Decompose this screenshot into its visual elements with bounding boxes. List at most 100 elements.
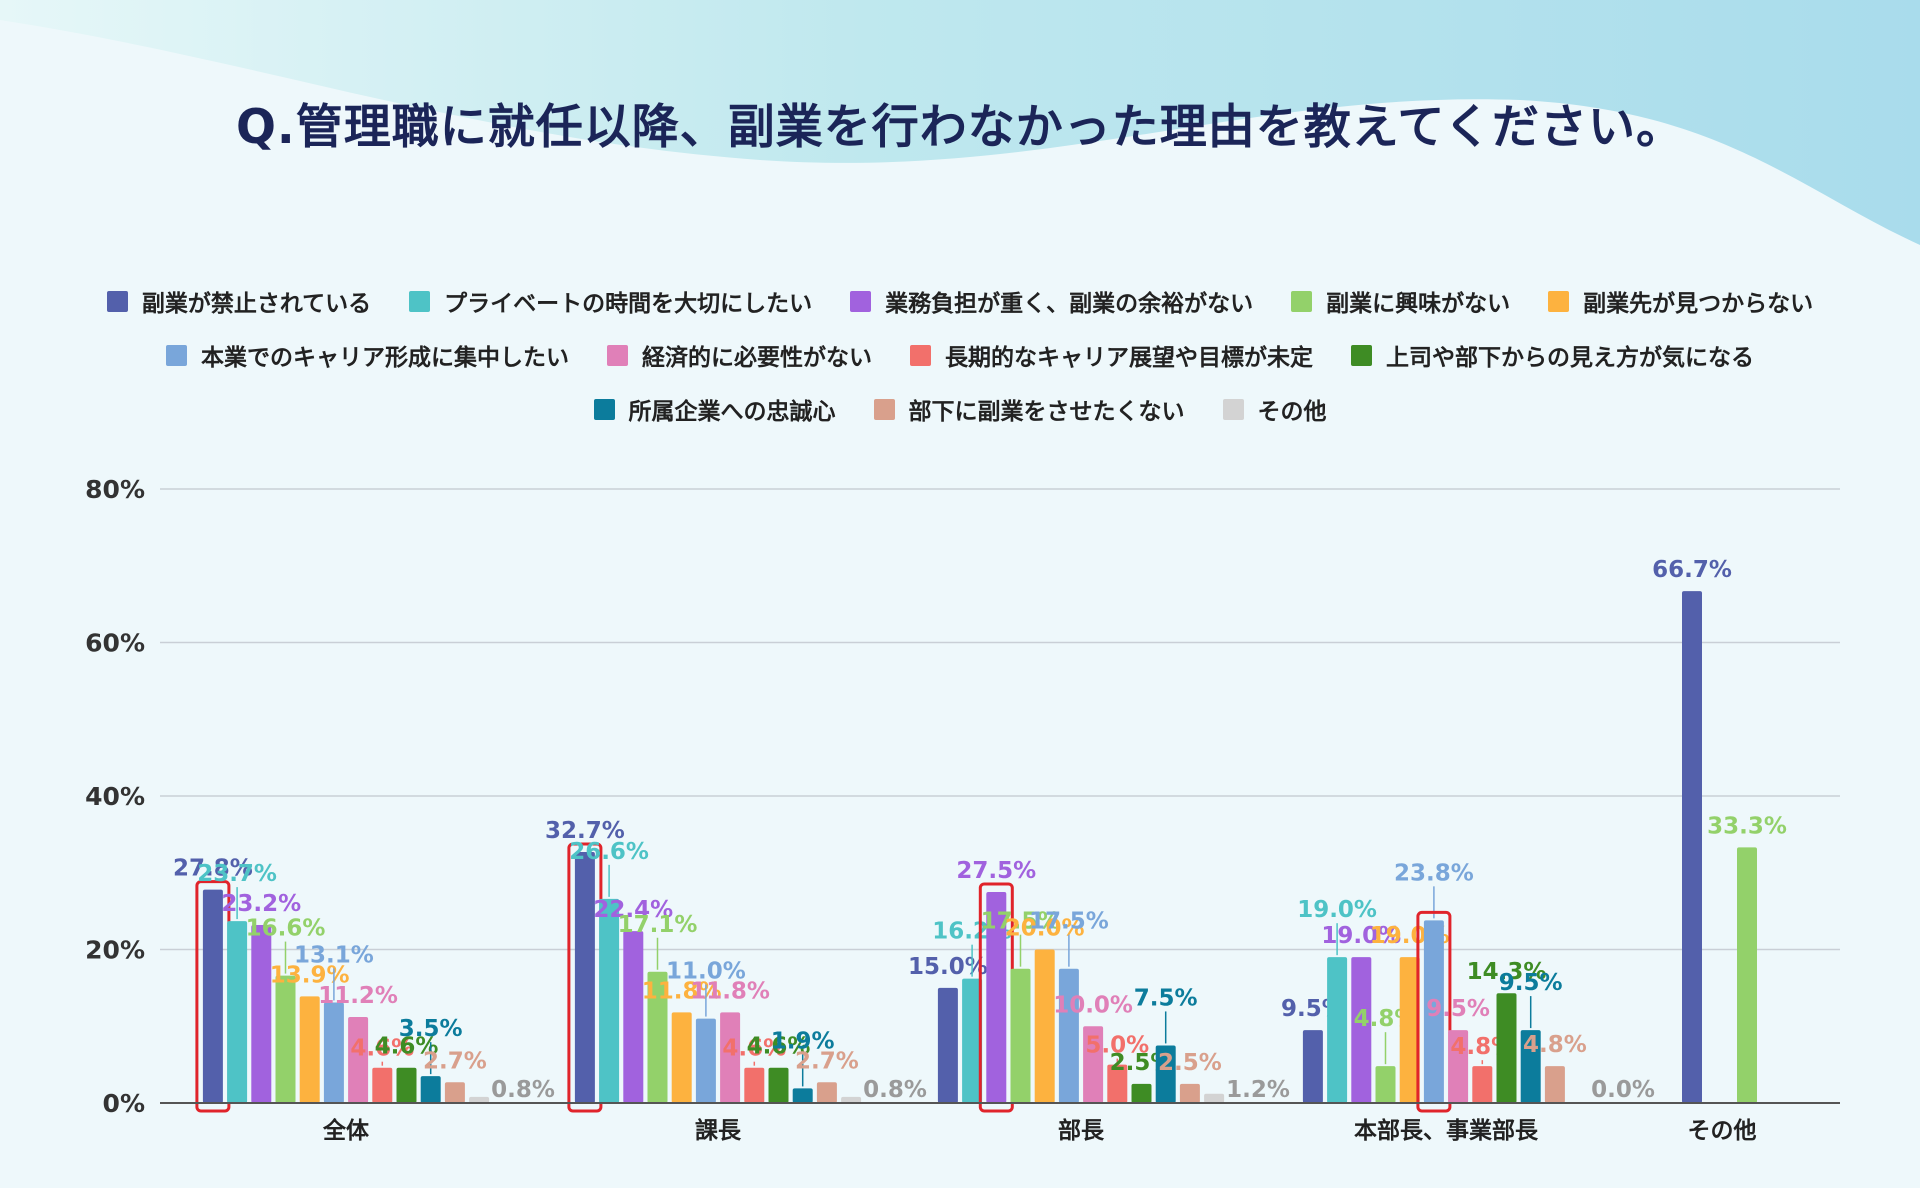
bar [275, 975, 296, 1103]
bar [1544, 1066, 1565, 1103]
legend-swatch [1548, 290, 1570, 312]
legend-label: その他 [1257, 399, 1327, 425]
data-label: 27.8% [173, 856, 253, 882]
bar [202, 889, 223, 1103]
y-tick-label: 60% [85, 629, 145, 658]
legend-label: 副業に興味がない [1326, 291, 1511, 317]
data-label: 14.3% [1467, 959, 1547, 985]
legend-item: 副業が禁止されている [106, 284, 372, 318]
legend-row: 副業が禁止されている プライベートの時間を大切にしたい 業務負担が重く、副業の余裕が… [80, 284, 1840, 318]
bar [251, 924, 272, 1103]
bar [1083, 1026, 1104, 1103]
data-label: 2.7% [423, 1048, 487, 1074]
bar [1034, 949, 1055, 1103]
data-label: 3.5% [399, 1016, 463, 1042]
legend-item: 経済的に必要性がない [607, 338, 872, 372]
legend-swatch [166, 344, 187, 366]
data-label: 1.9% [771, 1028, 835, 1054]
data-label: 10.0% [1053, 992, 1133, 1018]
header-wave [0, 0, 1920, 245]
legend-label: 副業先が見つからない [1583, 291, 1814, 317]
data-label: 23.8% [1394, 860, 1474, 886]
legend-swatch [873, 398, 895, 420]
legend-swatch [1351, 344, 1372, 366]
bar [1204, 1093, 1225, 1103]
legend-swatch [1222, 398, 1244, 420]
bar [1496, 993, 1517, 1103]
bar [1179, 1083, 1200, 1103]
legend-item: 副業に興味がない [1291, 284, 1510, 318]
legend-swatch [1291, 290, 1313, 312]
bar [420, 1076, 441, 1103]
bar [1472, 1066, 1493, 1103]
data-label: 22.4% [593, 897, 673, 923]
legend-label: 所属企業への忠誠心 [628, 399, 836, 425]
bar [372, 1067, 393, 1103]
bar [469, 1096, 490, 1103]
legend-swatch [607, 344, 628, 366]
legend-label: プライベートの時間を大切にしたい [444, 291, 813, 317]
legend-label: 副業が禁止されている [141, 291, 372, 317]
data-label: 13.9% [270, 962, 350, 988]
bar [1131, 1083, 1152, 1103]
bar [937, 987, 958, 1103]
bar [323, 1002, 344, 1103]
data-label: 26.6% [569, 839, 649, 865]
data-label: 23.7% [197, 861, 277, 887]
data-label: 27.5% [956, 858, 1036, 884]
data-label: 66.7% [1652, 557, 1732, 583]
legend-swatch [409, 290, 431, 312]
legend-item: その他 [1222, 392, 1327, 426]
legend: 副業が禁止されている プライベートの時間を大切にしたい 業務負担が重く、副業の余裕が… [80, 284, 1840, 446]
x-category-label: その他 [1688, 1118, 1757, 1144]
bar [396, 1067, 417, 1103]
bar [986, 891, 1007, 1103]
bar [695, 1018, 716, 1103]
data-label: 11.2% [318, 983, 398, 1009]
data-label: 4.6% [722, 1036, 786, 1062]
bar [1682, 591, 1702, 1103]
legend-item: 長期的なキャリア展望や目標が未定 [910, 338, 1313, 372]
data-label: 16.6% [246, 916, 326, 942]
bar [1375, 1066, 1396, 1103]
bar [1737, 847, 1757, 1103]
data-label: 17.5% [981, 909, 1061, 935]
legend-label: 長期的なキャリア展望や目標が未定 [945, 345, 1313, 371]
legend-label: 本業でのキャリア形成に集中したい [201, 345, 569, 371]
bar [1520, 1030, 1541, 1103]
legend-item: 副業先が見つからない [1548, 284, 1813, 318]
data-label: 7.5% [1134, 985, 1198, 1011]
legend-item: 部下に副業をさせたくない [873, 392, 1185, 426]
bar [768, 1067, 789, 1103]
bar [1423, 920, 1444, 1103]
x-category-label: 課長 [695, 1117, 742, 1144]
y-tick-label: 0% [103, 1089, 145, 1118]
chart-title: Q.管理職に就任以降、副業を行わなかった理由を教えてください。 [235, 100, 1685, 155]
bar [671, 1012, 692, 1103]
data-label: 15.0% [908, 954, 988, 980]
bar [744, 1067, 765, 1103]
legend-label: 業務負担が重く、副業の余裕がない [885, 291, 1254, 317]
data-label: 4.6% [747, 1034, 811, 1060]
data-label: 9.5% [1426, 996, 1490, 1022]
y-tick-label: 40% [85, 782, 145, 811]
bar [1302, 1030, 1323, 1103]
bar [1107, 1064, 1128, 1103]
data-label: 11.8% [642, 978, 722, 1004]
data-label: 20.0% [1005, 916, 1085, 942]
bar [720, 1012, 741, 1103]
legend-item: 上司や部下からの見え方が気になる [1351, 338, 1754, 372]
bar [1058, 968, 1079, 1103]
data-label: 4.6% [375, 1034, 439, 1060]
bar [623, 931, 644, 1103]
bar [841, 1096, 862, 1103]
legend-label: 上司や部下からの見え方が気になる [1386, 345, 1754, 371]
data-label: 0.8% [491, 1077, 555, 1103]
data-label: 11.0% [666, 959, 746, 985]
legend-swatch [850, 290, 872, 312]
bar [792, 1088, 813, 1103]
legend-item: 業務負担が重く、副業の余裕がない [850, 284, 1253, 318]
bar [444, 1082, 465, 1103]
legend-swatch [593, 398, 615, 420]
legend-label: 部下に副業をさせたくない [908, 399, 1185, 425]
